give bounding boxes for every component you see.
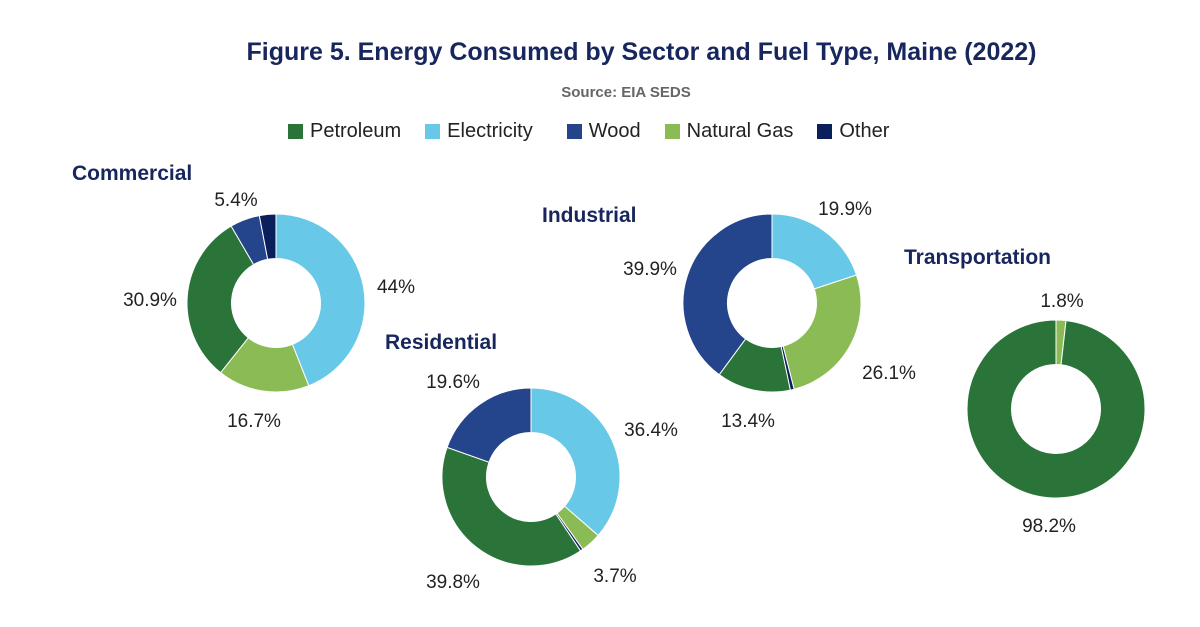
- slice-transportation-petroleum: [966, 319, 1146, 499]
- legend-swatch-petroleum: [288, 123, 303, 139]
- chart-source: Source: EIA SEDS: [561, 84, 691, 101]
- data-label-residential-wood: 19.6%: [426, 372, 480, 393]
- slice-commercial-other: [258, 213, 277, 260]
- data-label-commercial-natural-gas: 16.7%: [227, 411, 281, 432]
- data-label-commercial-electricity: 44%: [377, 277, 415, 298]
- legend-label-electricity: Electricity: [447, 119, 533, 142]
- data-label-industrial-petroleum: 13.4%: [721, 411, 775, 432]
- legend: Petroleum Electricity Wood Natural Gas O…: [288, 119, 889, 143]
- legend-swatch-wood: [566, 123, 582, 139]
- legend-swatch-electricity: [425, 123, 441, 139]
- legend-label-petroleum: Petroleum: [310, 119, 402, 142]
- sector-title-commercial: Commercial: [72, 162, 192, 185]
- data-label-residential-petroleum: 39.8%: [426, 572, 480, 593]
- legend-item-other: Other: [817, 120, 889, 143]
- donut-residential: 36.4% 3.7% 39.8% 19.6% Residential: [385, 331, 678, 593]
- donut-transportation: 1.8% 98.2% Transportation: [904, 246, 1146, 537]
- data-label-commercial-wood: 5.4%: [214, 190, 257, 211]
- slice-residential-petroleum: [441, 446, 582, 567]
- sector-title-transportation: Transportation: [904, 246, 1051, 269]
- slice-commercial-petroleum: [186, 225, 255, 374]
- legend-item-electricity: Electricity: [425, 120, 533, 143]
- data-label-residential-electricity: 36.4%: [624, 420, 678, 441]
- slice-industrial-wood: [682, 213, 773, 376]
- slice-residential-wood: [446, 387, 532, 463]
- legend-label-natural-gas: Natural Gas: [686, 119, 794, 142]
- data-label-commercial-petroleum: 30.9%: [123, 290, 177, 311]
- data-label-industrial-wood: 39.9%: [623, 259, 677, 280]
- slice-industrial-natural-gas: [782, 274, 862, 390]
- data-label-residential-natural-gas: 3.7%: [593, 566, 636, 587]
- legend-label-wood: Wood: [588, 119, 641, 142]
- data-label-transportation-petroleum: 98.2%: [1022, 516, 1076, 537]
- slice-industrial-electricity: [771, 213, 858, 290]
- sector-title-residential: Residential: [385, 331, 497, 354]
- donut-industrial: 19.9% 26.1% 13.4% 39.9% Industrial: [542, 199, 916, 432]
- slice-commercial-electricity: [275, 213, 366, 387]
- data-label-industrial-electricity: 19.9%: [818, 199, 872, 220]
- donut-commercial: 44% 16.7% 30.9% 5.4% Commercial: [72, 162, 415, 432]
- legend-swatch-other: [817, 123, 833, 139]
- legend-item-wood: Wood: [566, 119, 641, 143]
- legend-item-petroleum: Petroleum: [288, 120, 401, 143]
- legend-label-other: Other: [839, 119, 890, 142]
- legend-item-natural-gas: Natural Gas: [664, 119, 794, 143]
- legend-swatch-natural-gas: [664, 123, 680, 139]
- sector-title-industrial: Industrial: [542, 204, 637, 227]
- data-label-transportation-natural-gas: 1.8%: [1040, 291, 1083, 312]
- slice-residential-electricity: [530, 387, 621, 537]
- chart-title: Figure 5. Energy Consumed by Sector and …: [246, 38, 1037, 66]
- data-label-industrial-natural-gas: 26.1%: [862, 363, 916, 384]
